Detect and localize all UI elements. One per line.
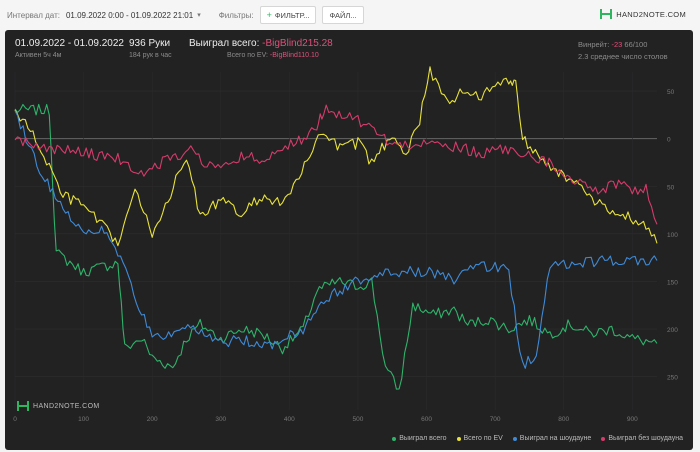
watermark: HAND2NOTE.COM [17, 400, 100, 412]
y-tick-label: 200 [667, 327, 678, 334]
won-total-label: Выиграл всего: [189, 38, 260, 49]
legend-label: Выиграл всего [399, 435, 447, 442]
hands-per-hour: 184 рук в час [129, 52, 172, 59]
file-button[interactable]: ФАЙЛ... [322, 6, 364, 24]
y-tick-label: 50 [667, 184, 675, 191]
winrate-value: -23 [611, 40, 623, 49]
chart-legend: Выиграл всего Всего по EV Выиграл на шоуда… [392, 435, 683, 442]
legend-dot-icon [601, 436, 606, 441]
won-total: Выиграл всего: -BigBlind215.28 [189, 38, 333, 49]
plus-icon: + [266, 10, 272, 20]
won-total-value: -BigBlind215.28 [262, 38, 333, 49]
series-line [14, 103, 658, 390]
filters-label: Фильтры: [218, 10, 254, 20]
y-tick-label: 250 [667, 375, 678, 382]
interval-label: Интервал дат: [7, 10, 60, 20]
hand2note-logo-icon [600, 9, 613, 19]
x-tick-label: 200 [147, 416, 158, 423]
winrate: Винрейт: -23 66/100 [578, 40, 647, 49]
legend-item[interactable]: Выиграл без шоудауна [601, 435, 683, 442]
winrate-label: Винрейт: [578, 40, 610, 49]
legend-dot-icon [392, 436, 397, 441]
brand-name: HAND2NOTE.COM [616, 9, 686, 19]
hands-count: 936 Руки [129, 38, 171, 49]
x-tick-label: 600 [421, 416, 432, 423]
date-range: 01.09.2022 - 01.09.2022 [15, 38, 124, 49]
date-interval-select[interactable]: 01.09.2022 0:00 - 01.09.2022 21:01 [65, 10, 194, 20]
series-line [14, 104, 658, 225]
y-tick-label: 100 [667, 232, 678, 239]
winrate-rest: 66/100 [624, 40, 648, 49]
x-tick-label: 800 [558, 416, 569, 423]
x-tick-label: 100 [78, 416, 89, 423]
active-time: Активен 5ч 4м [15, 52, 62, 59]
toolbar: Интервал дат: 01.09.2022 0:00 - 01.09.20… [0, 0, 700, 30]
x-tick-label: 300 [215, 416, 226, 423]
legend-dot-icon [456, 436, 461, 441]
y-tick-label: 150 [667, 279, 678, 286]
legend-item[interactable]: Выиграл на шоудауне [512, 435, 592, 442]
ev-total: Всего по EV: -BigBlind110.10 [227, 52, 319, 59]
x-tick-label: 500 [353, 416, 364, 423]
x-tick-label: 700 [490, 416, 501, 423]
graph-panel: 50 0 50 100 150 200 250 0 100 200 300 400 500 600 700 8… [5, 30, 693, 450]
legend-dot-icon [512, 436, 517, 441]
brand-logo: HAND2NOTE.COM [600, 8, 686, 20]
legend-item[interactable]: Выиграл всего [392, 435, 447, 442]
legend-label: Всего по EV [463, 435, 503, 442]
legend-label: Выиграл на шоудауне [519, 435, 592, 442]
tables-average: 2.3 среднее число столов [578, 52, 668, 61]
hand2note-watermark-icon [17, 401, 29, 411]
chevron-down-icon[interactable]: ▾ [197, 12, 201, 19]
watermark-text: HAND2NOTE.COM [33, 402, 100, 410]
file-button-label: ФАЙЛ... [329, 10, 357, 20]
legend-label: Выиграл без шоудауна [608, 435, 683, 442]
series-line [14, 110, 658, 369]
filter-button[interactable]: + ФИЛЬТР... [259, 6, 317, 24]
ev-total-value: -BigBlind110.10 [269, 52, 319, 59]
series-line [14, 66, 658, 247]
y-tick-label: 0 [667, 137, 671, 144]
x-tick-label: 400 [284, 416, 295, 423]
filter-button-label: ФИЛЬТР... [274, 10, 310, 20]
legend-item[interactable]: Всего по EV [456, 435, 503, 442]
y-tick-label: 50 [667, 89, 675, 96]
x-tick-label: 0 [13, 416, 17, 423]
ev-total-label: Всего по EV: [227, 52, 268, 59]
x-tick-label: 900 [627, 416, 638, 423]
